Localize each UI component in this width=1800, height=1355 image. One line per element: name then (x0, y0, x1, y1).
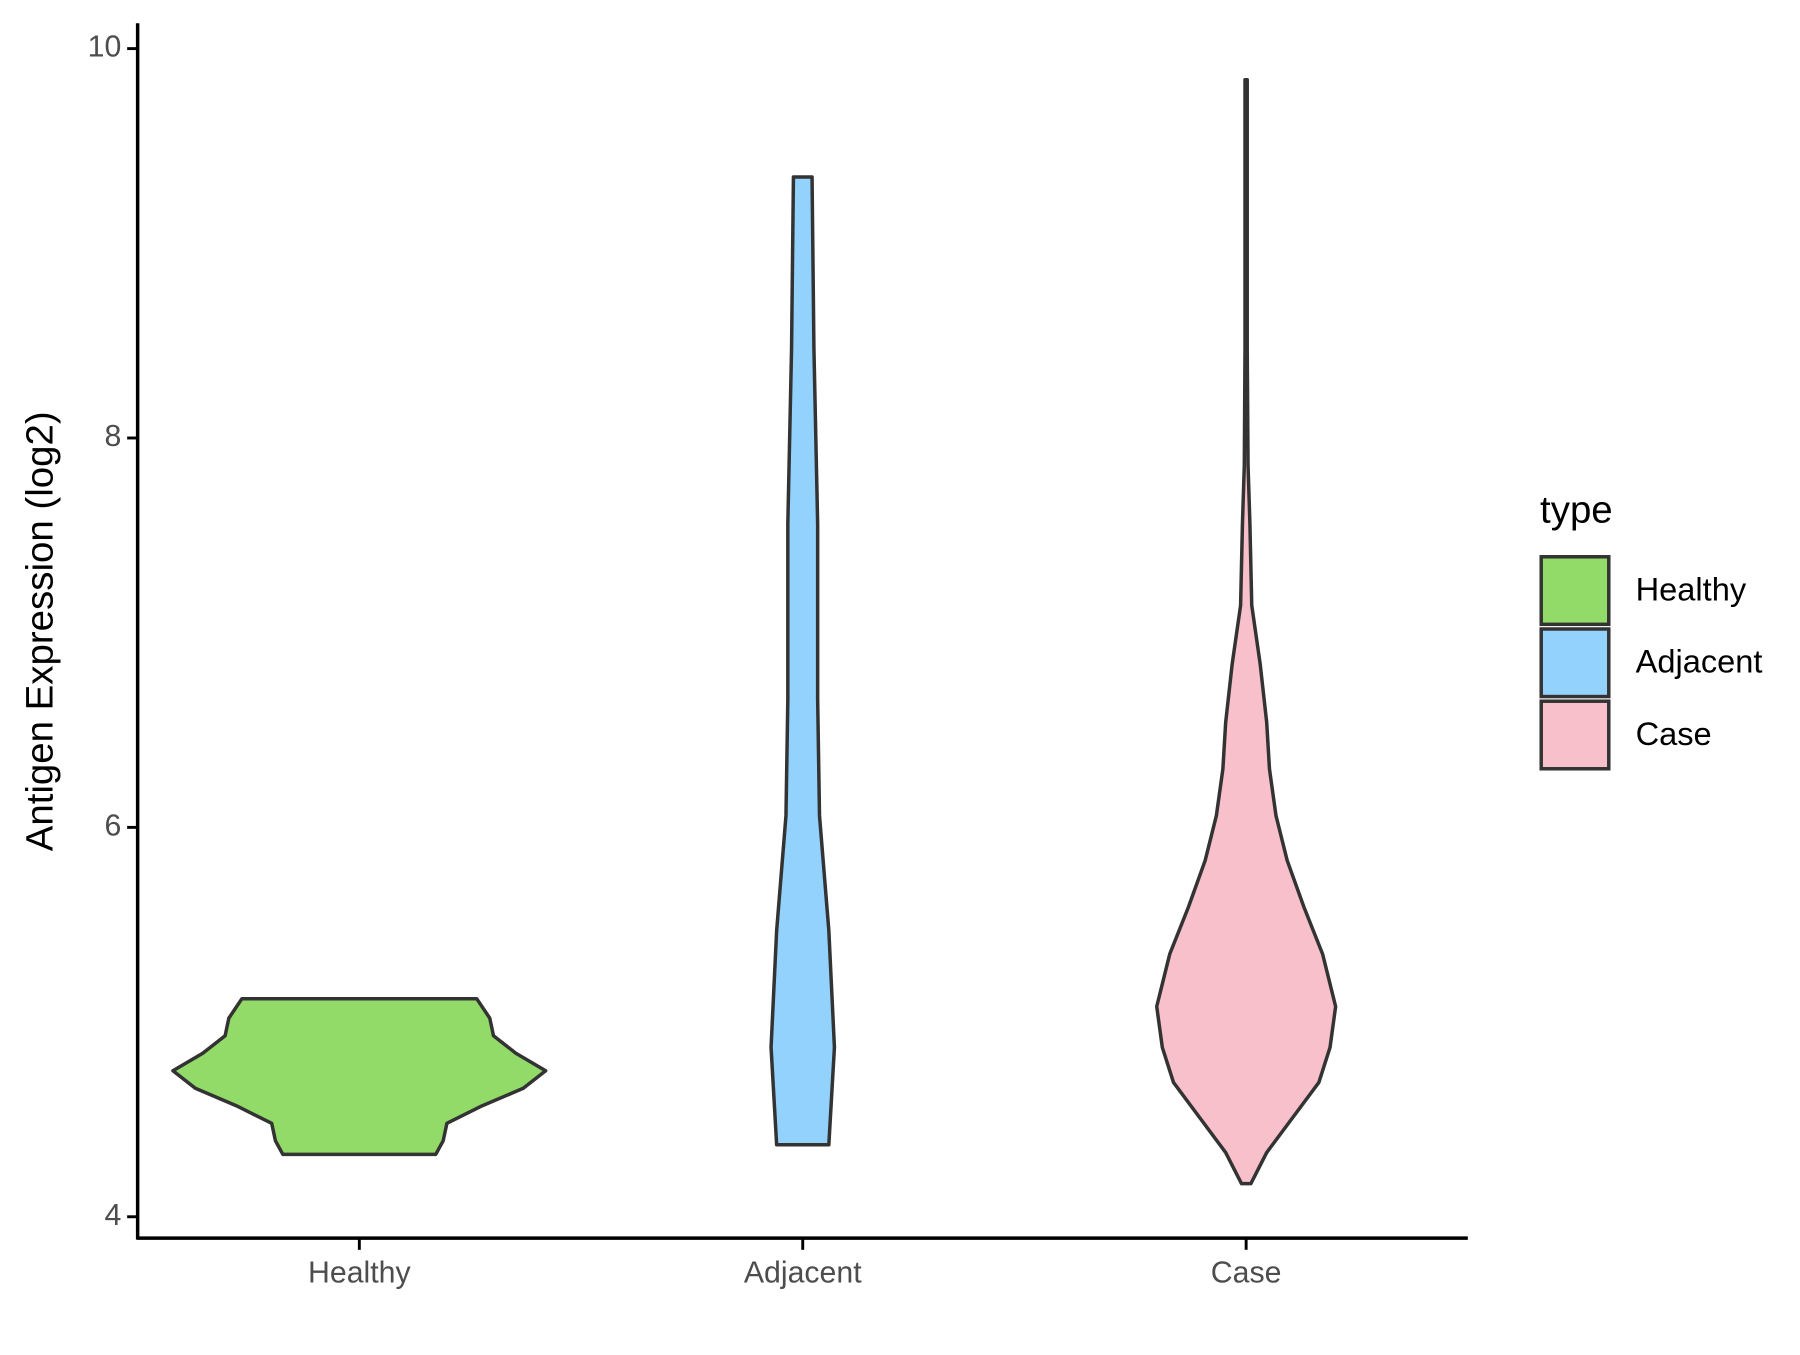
y-axis-label: Antigen Expression (log2) (18, 411, 61, 851)
legend-swatch (1539, 699, 1611, 771)
y-tick-label: 8 (104, 420, 121, 453)
y-tick-label: 4 (104, 1199, 121, 1232)
x-tick-label: Healthy (308, 1256, 411, 1289)
legend-label: Case (1636, 715, 1712, 752)
violin (1154, 78, 1338, 1186)
x-tick-label: Adjacent (744, 1256, 862, 1289)
violin (171, 996, 548, 1157)
x-tick-label: Case (1211, 1256, 1282, 1289)
legend-swatch (1539, 627, 1611, 699)
y-tick-label: 10 (88, 31, 122, 64)
legend-swatch (1539, 555, 1611, 627)
legend-label: Healthy (1636, 570, 1747, 607)
legend-title: type (1540, 489, 1613, 532)
y-tick-label: 6 (104, 809, 121, 842)
violin (769, 175, 837, 1147)
legend-label: Adjacent (1636, 643, 1763, 680)
